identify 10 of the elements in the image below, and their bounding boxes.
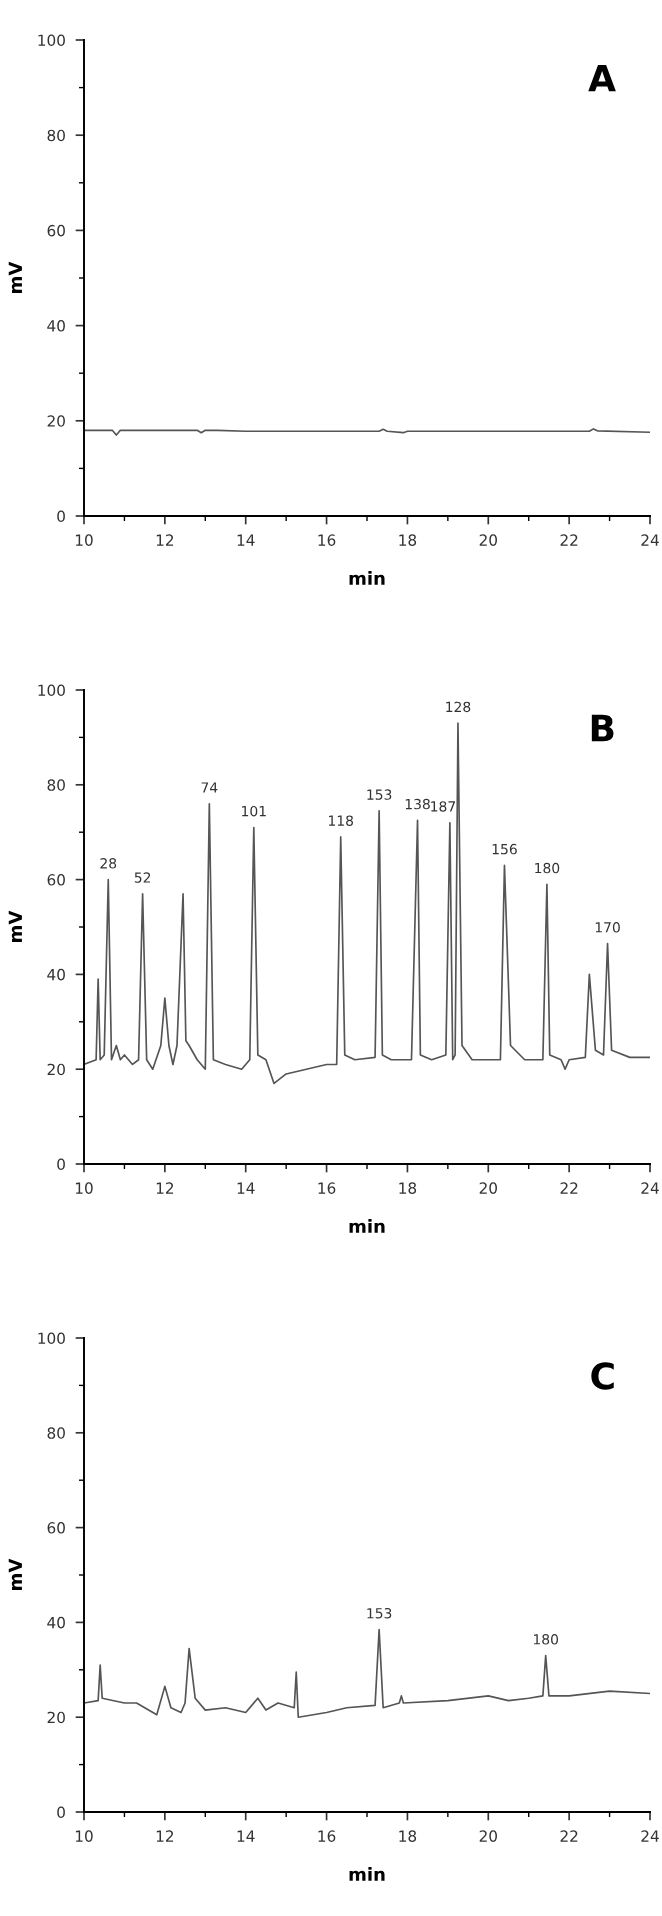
y-axis-title: mV <box>8 1558 22 1590</box>
y-axis-title: mV <box>8 261 22 293</box>
x-axis-title: min <box>349 571 385 585</box>
text: C <box>591 1362 614 1390</box>
text: B <box>591 714 614 742</box>
y-axis-title: mV <box>8 910 22 942</box>
line-series <box>84 1628 650 1719</box>
x-axis-title: min <box>349 1219 385 1233</box>
text: A <box>588 64 616 92</box>
x-axis-title: min <box>349 1867 385 1881</box>
